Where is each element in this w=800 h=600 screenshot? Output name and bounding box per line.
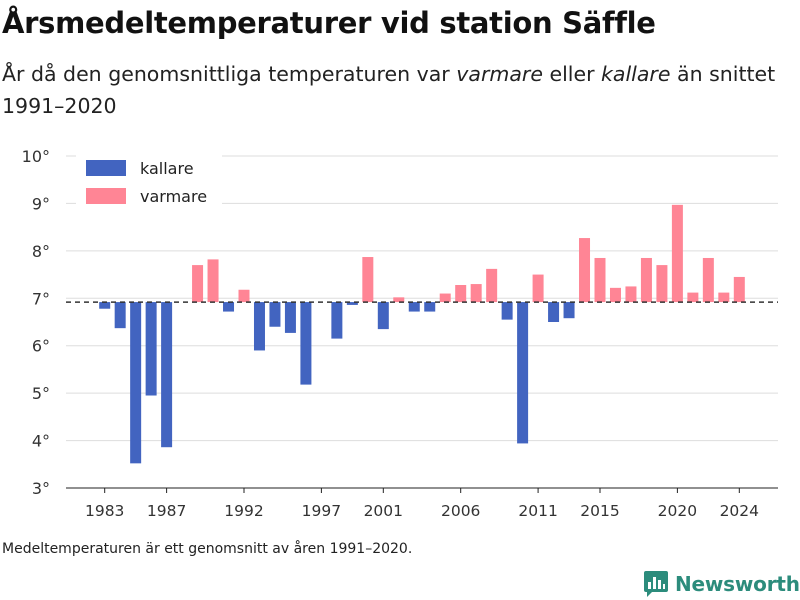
y-tick-label: 6° — [32, 337, 50, 356]
bar-1994 — [269, 302, 281, 327]
bar-2006 — [455, 285, 467, 303]
y-tick-label: 9° — [32, 194, 50, 213]
bar-2000 — [362, 257, 374, 303]
bar-2020 — [671, 204, 683, 303]
x-tick-label: 2020 — [658, 502, 697, 520]
bar-1984 — [114, 302, 126, 329]
subtitle-emphasis-colder: kallare — [601, 62, 671, 86]
bar-2003 — [408, 302, 420, 312]
brand-name: Newsworthy — [675, 572, 800, 596]
bar-1996 — [300, 302, 312, 385]
gridlines — [66, 155, 778, 489]
y-tick-label: 7° — [32, 289, 50, 308]
bar-2015 — [594, 257, 606, 303]
bar-1992 — [238, 289, 250, 303]
y-tick-label: 4° — [32, 432, 50, 451]
x-tick-label: 2001 — [364, 502, 403, 520]
x-axis-ticks: 1983 1987 1992 1997 2001 2006 2011 2015 2020 2024 — [85, 488, 759, 520]
bar-2017 — [625, 286, 637, 303]
bar-chart-logo-icon — [644, 571, 668, 597]
y-tick-label: 3° — [32, 479, 50, 498]
bar-2022 — [702, 257, 714, 303]
bar-2012 — [548, 302, 560, 322]
bar-1999 — [346, 302, 358, 305]
brand-logo: Newsworthy — [644, 568, 800, 600]
bar-2011 — [532, 274, 544, 303]
bar-1989 — [192, 265, 204, 303]
x-tick-label: 2024 — [720, 502, 759, 520]
legend-swatch-kallare — [86, 160, 126, 176]
x-tick-label: 1992 — [224, 502, 263, 520]
subtitle-emphasis-warmer: varmare — [456, 62, 543, 86]
x-tick-label: 1983 — [85, 502, 124, 520]
bar-2001 — [377, 302, 389, 330]
subtitle-text-1: År då den genomsnittliga temperaturen va… — [2, 62, 457, 86]
bar-1986 — [145, 302, 157, 396]
bars — [99, 204, 745, 464]
x-tick-label: 1987 — [147, 502, 186, 520]
bar-1983 — [99, 302, 111, 309]
legend-swatch-varmare — [86, 188, 126, 204]
legend-label-kallare: kallare — [140, 159, 194, 178]
bar-2013 — [563, 302, 575, 319]
bar-1998 — [331, 302, 343, 339]
subtitle-text-3: än snittet 1991–2020 — [2, 62, 776, 118]
bar-2023 — [718, 292, 730, 303]
chart-subtitle: År då den genomsnittliga temperaturen va… — [2, 58, 782, 122]
bar-2004 — [424, 302, 436, 312]
bar-2016 — [609, 287, 621, 303]
bar-2018 — [640, 257, 652, 303]
y-tick-label: 5° — [32, 384, 50, 403]
bar-1990 — [207, 259, 219, 303]
x-tick-label: 2015 — [580, 502, 619, 520]
x-tick-label: 2011 — [518, 502, 557, 520]
bar-2010 — [517, 302, 529, 444]
bar-2005 — [439, 293, 451, 303]
bar-2002 — [393, 297, 405, 303]
bar-2019 — [656, 265, 668, 303]
subtitle-text-2: eller — [542, 62, 602, 86]
footnote: Medeltemperaturen är ett genomsnitt av å… — [2, 541, 413, 557]
bar-2014 — [579, 238, 591, 303]
bar-1995 — [284, 302, 296, 333]
bar-1991 — [223, 302, 235, 312]
chart-title: Årsmedeltemperaturer vid station Säffle — [2, 6, 656, 40]
bar-2007 — [470, 284, 482, 303]
bar-1985 — [130, 302, 142, 464]
y-tick-label: 10° — [22, 147, 50, 166]
legend-label-varmare: varmare — [140, 187, 207, 206]
legend: kallare varmare — [76, 152, 222, 212]
bar-1993 — [253, 302, 265, 351]
bar-2008 — [486, 268, 498, 303]
bar-2021 — [687, 292, 699, 303]
bar-1987 — [161, 302, 173, 448]
x-tick-label: 1997 — [302, 502, 341, 520]
bar-2009 — [501, 302, 513, 320]
bar-2024 — [733, 276, 745, 303]
y-tick-label: 8° — [32, 242, 50, 261]
y-axis-ticks: 3° 4° 5° 6° 7° 8° 9° 10° — [22, 147, 50, 498]
x-tick-label: 2006 — [441, 502, 480, 520]
